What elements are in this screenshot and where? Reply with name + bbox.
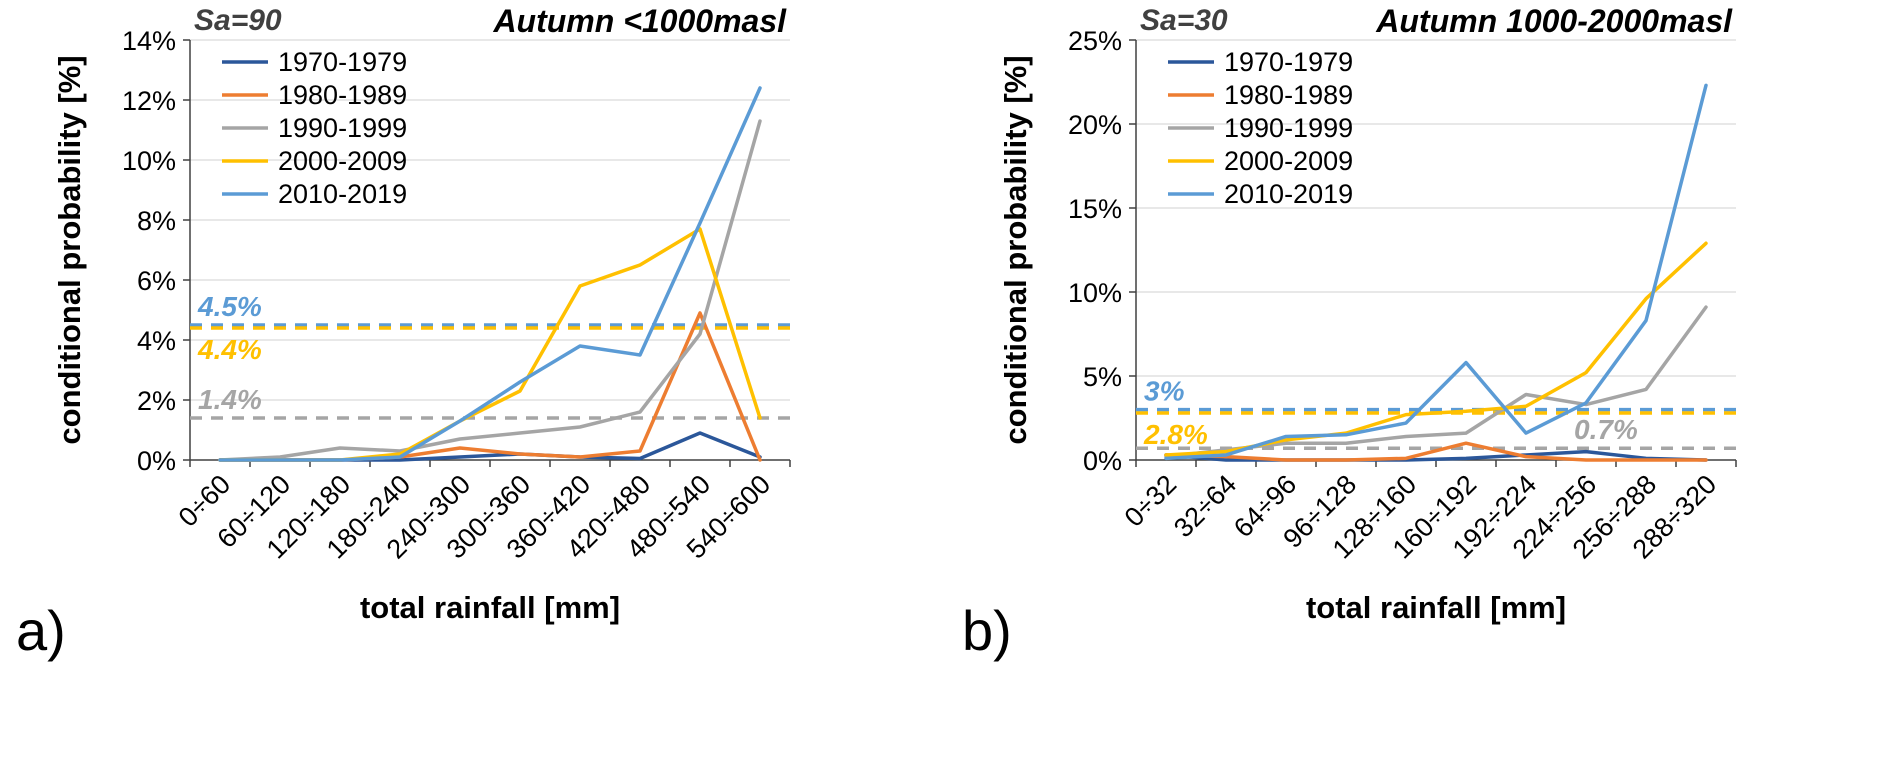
sa-annotation: Sa=90 (194, 4, 282, 37)
panel-a: 0% 2% 4% 6% 8% 10% 12% 14% 0÷60 60÷120 120÷180 180÷… (16, 3, 791, 662)
y-tick-label: 8% (137, 206, 176, 236)
series-line-2000-2009 (218, 227, 762, 462)
legend-label-1970-1979: 1970-1979 (278, 47, 407, 77)
legend-label-1980-1989: 1980-1989 (1224, 80, 1353, 110)
reference-line-label: 1.4% (198, 384, 262, 415)
y-tick-label: 14% (122, 26, 176, 56)
x-tick-label: 32÷64 (1168, 469, 1242, 543)
reference-line-label: 3% (1144, 376, 1185, 407)
y-tick-label: 2% (137, 386, 176, 416)
chart-a: 0%2%4%6%8%10%12%14%0÷6060÷120120÷180180÷… (16, 3, 791, 662)
y-tick-label: 6% (137, 266, 176, 296)
y-tick-label: 4% (137, 326, 176, 356)
legend-label-1970-1979: 1970-1979 (1224, 47, 1353, 77)
legend-label-2010-2019: 2010-2019 (278, 179, 407, 209)
y-tick-label: 20% (1068, 110, 1122, 140)
reference-line-label: 4.4% (197, 334, 262, 365)
x-axis-title: total rainfall [mm] (1306, 590, 1566, 625)
chart-b: 0%5%10%15%20%25%0÷3232÷6464÷9696÷128128÷… (962, 3, 1737, 662)
panel-letter: b) (962, 599, 1012, 662)
y-tick-label: 0% (137, 446, 176, 476)
legend-label-1990-1999: 1990-1999 (278, 113, 407, 143)
series-line-2010-2019 (1164, 83, 1708, 461)
x-axis-title: total rainfall [mm] (360, 590, 620, 625)
y-axis-title: conditional probability [%] (52, 55, 87, 444)
reference-line-label: 2.8% (1143, 419, 1208, 450)
reference-line-label: 4.5% (197, 291, 262, 322)
reference-line-label: 0.7% (1574, 414, 1638, 445)
panel-b: 0% 5% 10% 15% 20% 25% 0÷32 32÷64 64÷96 96÷128 128÷… (946, 0, 1892, 770)
legend-label-1980-1989: 1980-1989 (278, 80, 407, 110)
panel-letter: a) (16, 599, 66, 662)
y-tick-label: 25% (1068, 26, 1122, 56)
legend-label-1990-1999: 1990-1999 (1224, 113, 1353, 143)
y-tick-label: 10% (122, 146, 176, 176)
chart-title: Autumn 1000-2000masl (1375, 3, 1733, 39)
series-line-1980-1989 (1164, 441, 1708, 462)
sa-annotation: Sa=30 (1140, 4, 1228, 37)
y-tick-label: 5% (1083, 362, 1122, 392)
legend-label-2010-2019: 2010-2019 (1224, 179, 1353, 209)
y-axis-title: conditional probability [%] (998, 55, 1033, 444)
series-line-1980-1989 (218, 311, 762, 462)
series-line-2010-2019 (218, 86, 762, 462)
legend-label-2000-2009: 2000-2009 (1224, 146, 1353, 176)
y-tick-label: 0% (1083, 446, 1122, 476)
legend-label-2000-2009: 2000-2009 (278, 146, 407, 176)
y-tick-label: 12% (122, 86, 176, 116)
chart-title: Autumn <1000masl (492, 3, 787, 39)
y-tick-label: 15% (1068, 194, 1122, 224)
y-tick-label: 10% (1068, 278, 1122, 308)
series-line-1990-1999 (218, 119, 762, 462)
